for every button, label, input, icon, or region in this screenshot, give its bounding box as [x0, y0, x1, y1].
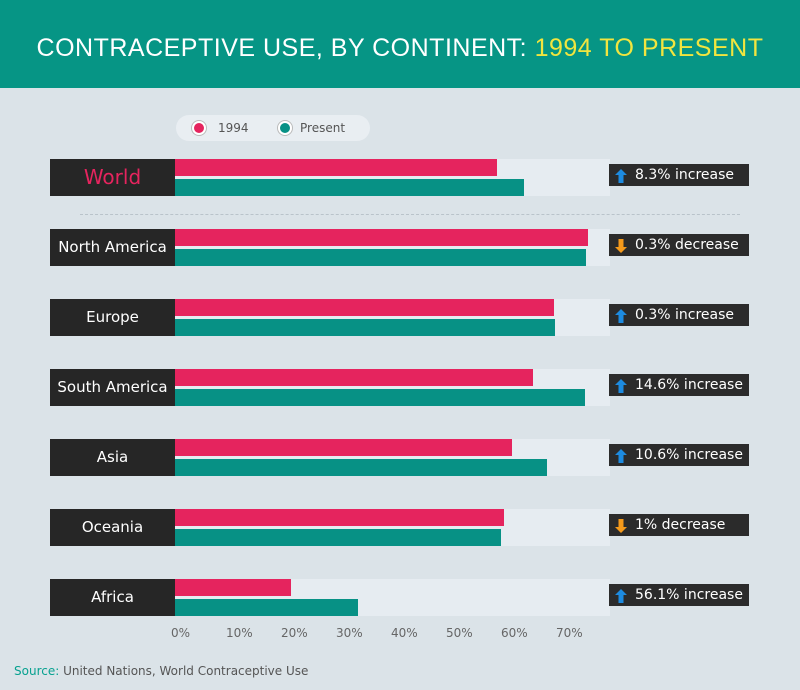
arrow-up-icon [615, 378, 627, 393]
change-badge-north-america: 0.3% decrease [609, 234, 749, 256]
change-text-africa: 56.1% increase [635, 587, 743, 603]
row-label-south-america: South America [50, 369, 175, 406]
change-badge-europe: 0.3% increase [609, 304, 749, 326]
source-note: Source: United Nations, World Contracept… [14, 664, 308, 678]
bar-present-oceania [175, 529, 502, 546]
change-badge-world: 8.3% increase [609, 164, 749, 186]
arrow-down-icon [615, 518, 627, 533]
bar-present-asia [175, 459, 548, 476]
header-banner [0, 0, 800, 88]
legend-dot-present [278, 121, 292, 135]
change-badge-asia: 10.6% increase [609, 444, 749, 466]
legend-dot-1994 [192, 121, 206, 135]
bar-1994-asia [175, 439, 512, 456]
x-tick-7: 70% [556, 626, 583, 640]
bar-present-north-america [175, 249, 587, 266]
x-tick-2: 20% [281, 626, 308, 640]
change-badge-africa: 56.1% increase [609, 584, 749, 606]
world-divider [80, 214, 740, 215]
source-label: Source: [14, 664, 60, 678]
row-label-world: World [50, 159, 175, 196]
x-tick-3: 30% [336, 626, 363, 640]
change-badge-oceania: 1% decrease [609, 514, 749, 536]
arrow-up-icon [615, 308, 627, 323]
legend-label-1994: 1994 [218, 121, 249, 135]
chart-title: CONTRACEPTIVE USE, BY CONTINENT: 1994 TO… [0, 0, 800, 88]
row-label-north-america: North America [50, 229, 175, 266]
bar-1994-europe [175, 299, 554, 316]
change-badge-south-america: 14.6% increase [609, 374, 749, 396]
x-tick-1: 10% [226, 626, 253, 640]
x-tick-4: 40% [391, 626, 418, 640]
change-text-oceania: 1% decrease [635, 517, 726, 533]
bar-1994-north-america [175, 229, 588, 246]
row-label-africa: Africa [50, 579, 175, 616]
bar-present-europe [175, 319, 556, 336]
source-text: United Nations, World Contraceptive Use [59, 664, 309, 678]
title-main: CONTRACEPTIVE USE, BY CONTINENT: [36, 34, 535, 62]
arrow-up-icon [615, 168, 627, 183]
arrow-up-icon [615, 448, 627, 463]
title-highlight: 1994 TO PRESENT [534, 34, 764, 62]
arrow-down-icon [615, 238, 627, 253]
legend-label-present: Present [300, 121, 346, 135]
bar-1994-south-america [175, 369, 533, 386]
change-text-south-america: 14.6% increase [635, 377, 743, 393]
change-text-europe: 0.3% increase [635, 307, 735, 323]
arrow-up-icon [615, 588, 627, 603]
x-tick-6: 60% [501, 626, 528, 640]
bar-1994-oceania [175, 509, 505, 526]
legend: 1994 Present [176, 115, 370, 141]
change-text-world: 8.3% increase [635, 167, 735, 183]
bar-present-africa [175, 599, 359, 616]
change-text-asia: 10.6% increase [635, 447, 743, 463]
x-tick-0: 0% [171, 626, 191, 640]
row-label-asia: Asia [50, 439, 175, 476]
bar-1994-world [175, 159, 497, 176]
change-text-north-america: 0.3% decrease [635, 237, 739, 253]
bar-present-world [175, 179, 524, 196]
bar-present-south-america [175, 389, 585, 406]
row-label-europe: Europe [50, 299, 175, 336]
row-label-oceania: Oceania [50, 509, 175, 546]
bar-1994-africa [175, 579, 291, 596]
x-tick-5: 50% [446, 626, 473, 640]
